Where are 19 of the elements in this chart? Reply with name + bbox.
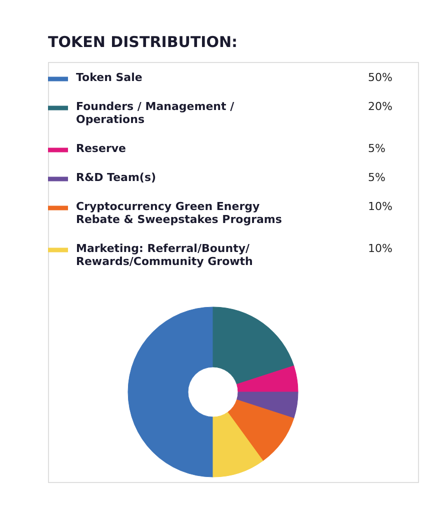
legend-label: Token Sale (76, 71, 142, 84)
legend-label: Cryptocurrency Green Energy Rebate & Sweepstakes Programs (76, 200, 282, 226)
data-label: 5% (368, 142, 386, 155)
data-label: 20% (368, 100, 392, 113)
data-label: 50% (368, 71, 392, 84)
legend-label: Marketing: Referral/Bounty/ Rewards/Community Growth (76, 242, 253, 268)
donut-slice (212, 412, 264, 478)
chart-title: TOKEN DISTRIBUTION: (48, 33, 238, 51)
donut-slice (128, 306, 214, 478)
legend-label: R&D Team(s) (76, 171, 156, 184)
legend-label: Founders / Management / Operations (76, 100, 236, 126)
data-label: 10% (368, 242, 392, 255)
donut-slice (236, 365, 298, 392)
donut-slice (236, 392, 298, 419)
legend-label: Reserve (76, 142, 126, 155)
donut-slice (227, 399, 294, 462)
donut-slice (212, 306, 294, 385)
data-label: 5% (368, 171, 386, 184)
data-label: 10% (368, 200, 392, 213)
